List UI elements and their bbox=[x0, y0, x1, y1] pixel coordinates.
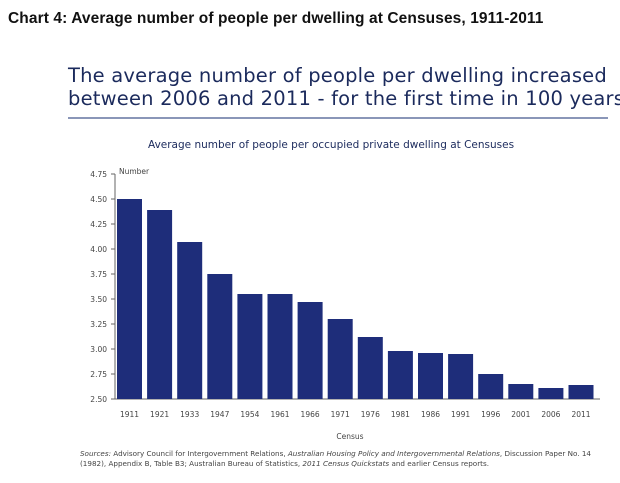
bar-1971 bbox=[327, 319, 353, 399]
bar-1986 bbox=[418, 353, 443, 399]
x-tick-label: 1991 bbox=[451, 410, 470, 419]
x-tick-label: 2001 bbox=[511, 410, 530, 419]
headline: The average number of people per dwellin… bbox=[68, 64, 620, 110]
x-tick-label: 1933 bbox=[180, 410, 199, 419]
x-axis-label: Census bbox=[336, 432, 363, 441]
bar-1996 bbox=[478, 374, 504, 399]
chart-number-title: Chart 4: Average number of people per dw… bbox=[8, 10, 544, 27]
x-tick-label: 1911 bbox=[120, 410, 139, 419]
y-tick-label: 3.75 bbox=[90, 270, 107, 279]
y-tick-label: 3.00 bbox=[90, 345, 107, 354]
y-tick-label: 3.25 bbox=[90, 320, 107, 329]
sources-note: Sources: Advisory Council for Intergover… bbox=[80, 449, 610, 469]
x-tick-label: 1921 bbox=[150, 410, 169, 419]
bar-1961 bbox=[267, 294, 293, 399]
y-tick-label: 3.50 bbox=[90, 295, 107, 304]
bar-1954 bbox=[237, 294, 263, 399]
bar-1947 bbox=[207, 274, 233, 399]
bar-1933 bbox=[177, 242, 203, 399]
bar-1966 bbox=[297, 302, 323, 399]
bar-1911 bbox=[117, 199, 142, 399]
y-tick-label: 4.00 bbox=[90, 245, 107, 254]
x-tick-label: 1986 bbox=[421, 410, 440, 419]
y-tick-label: 4.50 bbox=[90, 195, 107, 204]
bar-2006 bbox=[538, 388, 564, 399]
y-tick-label: 2.75 bbox=[90, 370, 107, 379]
bar-1981 bbox=[387, 351, 413, 399]
sources-text-3: and earlier Census reports. bbox=[389, 459, 489, 468]
x-tick-label: 2011 bbox=[571, 410, 590, 419]
x-tick-label: 1981 bbox=[391, 410, 410, 419]
headline-line-2: between 2006 and 2011 - for the first ti… bbox=[68, 87, 620, 110]
x-tick-label: 1954 bbox=[240, 410, 259, 419]
headline-rule bbox=[68, 117, 608, 119]
bar-2001 bbox=[508, 384, 534, 399]
x-tick-label: 1947 bbox=[210, 410, 229, 419]
y-tick-label: 4.25 bbox=[90, 220, 107, 229]
bar-1976 bbox=[357, 337, 383, 399]
sources-title-1: Australian Housing Policy and Intergover… bbox=[287, 449, 500, 458]
x-tick-label: 1976 bbox=[361, 410, 380, 419]
sources-label: Sources: bbox=[80, 449, 112, 458]
chart-title: Average number of people per occupied pr… bbox=[148, 139, 515, 151]
bar-1921 bbox=[147, 210, 173, 399]
x-tick-label: 1966 bbox=[301, 410, 320, 419]
sources-text-1: Advisory Council for Intergovernment Rel… bbox=[111, 449, 288, 458]
x-tick-label: 1971 bbox=[331, 410, 350, 419]
bar-1991 bbox=[448, 354, 474, 399]
x-tick-label: 1961 bbox=[270, 410, 289, 419]
x-tick-label: 2006 bbox=[541, 410, 560, 419]
sources-text-2: , Discussion Paper No. 14 (1982), Append… bbox=[80, 449, 591, 468]
y-tick-label: 2.50 bbox=[90, 395, 107, 404]
y-axis-label: Number bbox=[119, 167, 150, 176]
bar-2011 bbox=[568, 385, 594, 399]
sources-title-2: 2011 Census Quickstats bbox=[302, 459, 390, 468]
y-tick-label: 4.75 bbox=[90, 170, 107, 179]
x-tick-label: 1996 bbox=[481, 410, 500, 419]
headline-line-1: The average number of people per dwellin… bbox=[68, 64, 607, 87]
